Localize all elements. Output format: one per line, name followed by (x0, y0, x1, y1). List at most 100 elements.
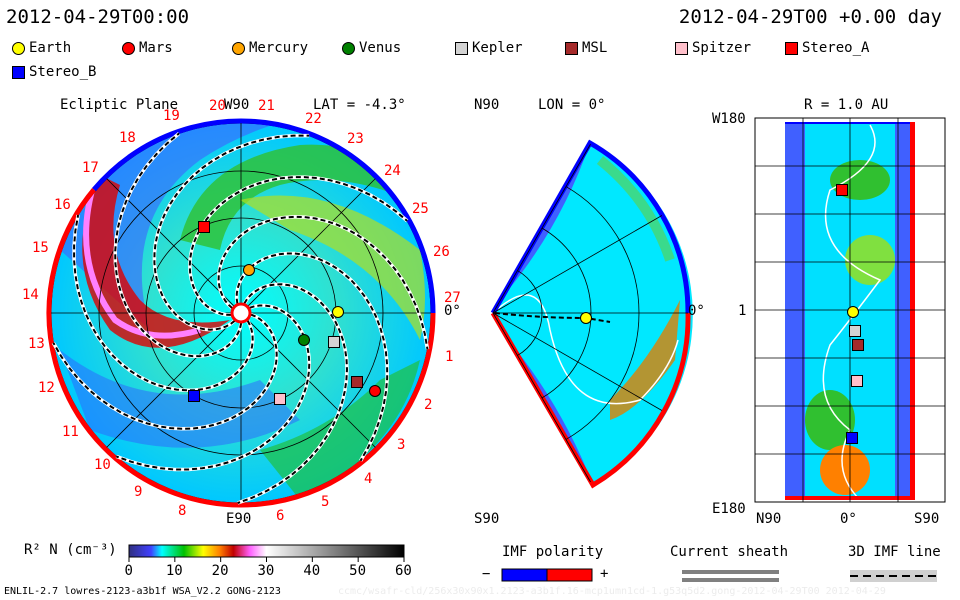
ecliptic-title: Ecliptic Plane (60, 97, 179, 113)
day-label: 21 (258, 98, 275, 114)
legend-label: MSL (582, 40, 608, 56)
imf-negative-swatch (501, 568, 548, 582)
day-label: 10 (94, 457, 111, 473)
day-label: 16 (54, 197, 71, 213)
colorbar-tick-label: 20 (211, 563, 229, 579)
legend-label: Venus (359, 40, 402, 56)
meridional-0-label: 0° (688, 303, 705, 319)
day-label: 26 (433, 244, 450, 260)
kepler-marker (849, 325, 861, 337)
sheath-title: Current sheath (670, 544, 789, 560)
day-label: 5 (321, 494, 330, 510)
day-label: 12 (38, 380, 55, 396)
imf-polarity-rim-positive (46, 187, 436, 508)
day-label: 9 (134, 484, 143, 500)
legend-item: Mercury (232, 40, 308, 56)
bodies (188, 184, 864, 444)
imf-plus: + (600, 566, 609, 582)
colorbar-tick-label: 50 (349, 563, 367, 579)
day-label: 17 (82, 160, 99, 176)
square-marker-icon (455, 41, 468, 55)
legend-item: MSL (565, 40, 607, 56)
e180-label: E180 (712, 501, 746, 517)
day-label: 27 (444, 290, 461, 306)
spitzer-marker (851, 375, 863, 387)
legend-item: Spitzer (675, 40, 751, 56)
s90-label: S90 (474, 511, 500, 527)
legend-item: Stereo_B (12, 64, 96, 80)
meridional-density-map (492, 143, 693, 485)
square-marker-icon (675, 41, 688, 55)
legend-item: Mars (122, 40, 173, 56)
n90-label: N90 (474, 97, 500, 113)
day-label: 25 (412, 201, 429, 217)
model-info: ENLIL-2.7 lowres-2123-a3b1f WSA_V2.2 GON… (4, 586, 281, 597)
imf-polarity-rim-negative (92, 118, 436, 314)
venus-marker (298, 334, 310, 346)
day-label: 4 (364, 471, 373, 487)
legend-label: Stereo_B (29, 64, 97, 80)
legend-item: Venus (342, 40, 401, 56)
watermark: ccmc/wsafr-cld/256x30x90x1.2123-a3b1f.16… (338, 586, 886, 597)
day-label: 20 (209, 98, 226, 114)
meridional-grid (492, 143, 688, 483)
day-label: 19 (163, 108, 180, 124)
current-sheath-line (682, 578, 779, 582)
circle-marker-icon (12, 41, 25, 55)
colorbar-tick-label: 40 (303, 563, 321, 579)
imf-minus: − (482, 566, 491, 582)
day-label: 22 (305, 111, 322, 127)
square-marker-icon (565, 41, 578, 55)
imf-line-title: 3D IMF line (848, 544, 941, 560)
stereo_b-marker (846, 432, 858, 444)
msl-marker (852, 339, 864, 351)
e90-label: E90 (226, 511, 252, 527)
stereo_b-marker (188, 390, 200, 402)
day-label: 2 (424, 397, 433, 413)
legend-label: Earth (29, 40, 72, 56)
circle-marker-icon (122, 41, 135, 55)
radial-mid-label: 1 (738, 303, 747, 319)
stereo_a-marker (836, 184, 848, 196)
day-label: 24 (384, 163, 401, 179)
earth-marker (332, 306, 344, 318)
radial-x-n90: N90 (756, 511, 782, 527)
kepler-marker (328, 336, 340, 348)
colorbar (128, 544, 405, 558)
day-label: 13 (28, 336, 45, 352)
legend-label: Mars (139, 40, 173, 56)
circle-marker-icon (232, 41, 245, 55)
stereo_a-marker (198, 221, 210, 233)
circle-marker-icon (342, 41, 355, 55)
day-label: 8 (178, 503, 187, 519)
mercury-marker (243, 264, 255, 276)
square-marker-icon (785, 41, 798, 55)
lon-label: LON = 0° (538, 97, 606, 113)
day-label: 15 (32, 240, 49, 256)
legend-item: Kepler (455, 40, 523, 56)
earth-marker (847, 306, 859, 318)
lat-label: LAT = -4.3° (313, 97, 406, 113)
day-label: 18 (119, 130, 136, 146)
colorbar-tick-label: 60 (395, 563, 412, 579)
r-label: R = 1.0 AU (804, 97, 889, 113)
day-label: 1 (445, 349, 454, 365)
legend-label: Kepler (472, 40, 523, 56)
colorbar-label: R² N (cm⁻³) (24, 542, 117, 558)
mars-marker (369, 385, 381, 397)
left-time: 2012-04-29T00:00 (6, 6, 190, 28)
imf-title: IMF polarity (502, 544, 604, 560)
square-marker-icon (12, 65, 25, 79)
day-label: 11 (62, 424, 79, 440)
current-sheath-line (682, 570, 779, 574)
day-label: 3 (397, 437, 406, 453)
legend-label: Mercury (249, 40, 309, 56)
earth-marker (580, 312, 592, 324)
legend-item: Earth (12, 40, 71, 56)
day-label: 14 (22, 287, 39, 303)
colorbar-tick-label: 0 (124, 563, 133, 579)
imf-spiral-lines (51, 132, 430, 505)
day-label: 23 (347, 131, 364, 147)
legend-label: Spitzer (692, 40, 752, 56)
